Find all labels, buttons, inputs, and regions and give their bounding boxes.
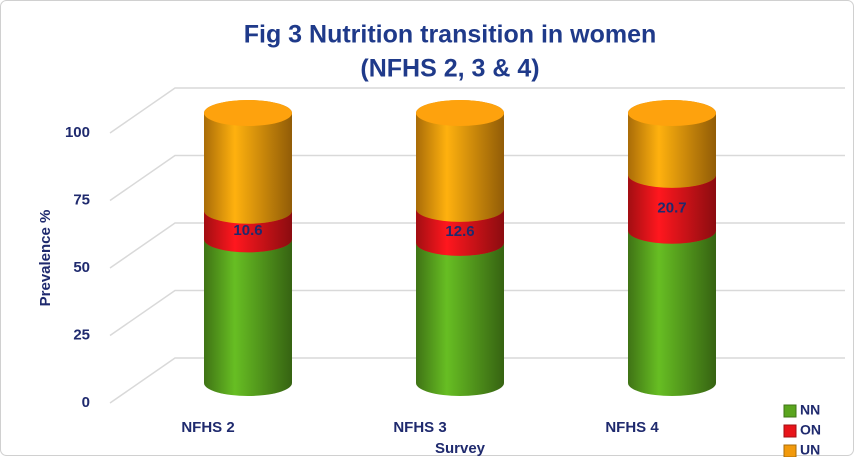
grid-line	[109, 289, 845, 337]
legend-swatch	[783, 424, 797, 438]
y-tick-label: 0	[82, 394, 90, 411]
y-tick-label: 50	[73, 259, 90, 276]
bar-segment-top	[628, 100, 716, 126]
bar-segment	[416, 100, 504, 222]
x-tick-label: NFHS 4	[605, 419, 659, 436]
legend-label: NN	[800, 402, 820, 418]
data-label: 10.6	[233, 222, 262, 239]
bar-segment	[416, 229, 504, 396]
legend-label: UN	[800, 442, 820, 457]
legend-swatch	[783, 404, 797, 418]
bar-segment-top	[204, 100, 292, 126]
bar-segment-top	[416, 100, 504, 126]
x-tick-label: NFHS 3	[393, 419, 446, 436]
x-tick-label: NFHS 2	[181, 419, 234, 436]
y-tick-label: 75	[73, 191, 90, 208]
y-tick-label: 100	[65, 124, 90, 141]
grid-line	[109, 87, 845, 134]
y-axis-label: Prevalence %	[37, 210, 54, 307]
chart-subtitle: (NFHS 2, 3 & 4)	[360, 55, 539, 83]
grid-line	[109, 154, 845, 202]
bar-segment	[628, 217, 716, 396]
legend-swatch	[783, 444, 797, 457]
legend-label: ON	[800, 422, 821, 438]
grid-line	[109, 357, 845, 404]
y-tick-label: 25	[73, 326, 90, 343]
x-axis-label: Survey	[435, 440, 486, 457]
bar-segment	[204, 100, 292, 224]
bar-segment	[204, 226, 292, 396]
data-label: 20.7	[657, 200, 686, 217]
chart-title: Fig 3 Nutrition transition in women	[244, 21, 657, 49]
data-label: 12.6	[445, 223, 474, 240]
grid-line	[109, 222, 845, 269]
